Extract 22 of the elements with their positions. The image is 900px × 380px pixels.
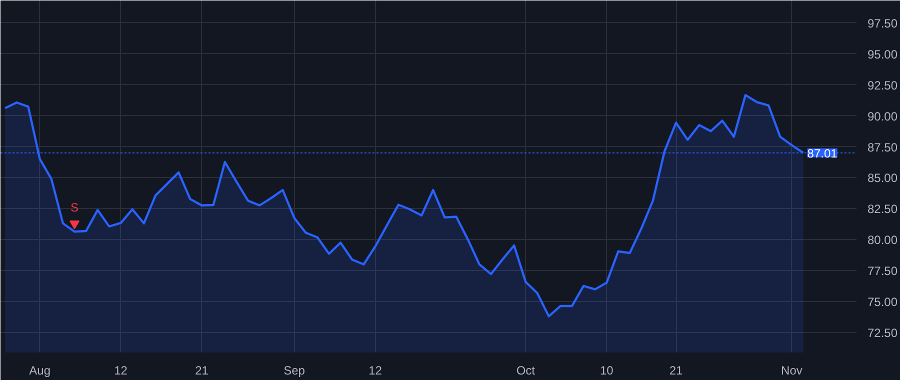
x-tick-label: Oct — [516, 364, 536, 378]
x-tick-label: Sep — [284, 364, 306, 378]
y-tick-label: 85.00 — [868, 171, 898, 186]
x-tick-label: Nov — [781, 364, 802, 378]
y-tick-label: 77.50 — [868, 264, 898, 278]
y-tick-label: 72.50 — [868, 326, 898, 340]
y-tick-label: 82.50 — [868, 202, 898, 216]
y-tick-label: 80.00 — [868, 233, 898, 248]
x-tick-label: 21 — [669, 364, 684, 378]
y-tick-label: 97.50 — [868, 16, 898, 30]
y-tick-label: 95.00 — [868, 47, 898, 62]
x-tick-label: 10 — [600, 364, 614, 378]
x-tick-label: 12 — [114, 364, 128, 378]
x-tick-label: 12 — [368, 364, 382, 378]
ref-line-label: 87.01 — [807, 146, 838, 160]
series-label: S — [70, 200, 79, 215]
y-tick-label: 75.00 — [868, 295, 898, 310]
y-tick-label: 87.50 — [868, 140, 898, 154]
y-tick-label: 90.00 — [868, 109, 898, 124]
y-tick-label: 92.50 — [868, 78, 898, 92]
x-tick-label: 21 — [195, 364, 209, 378]
x-tick-label: Aug — [29, 364, 51, 378]
